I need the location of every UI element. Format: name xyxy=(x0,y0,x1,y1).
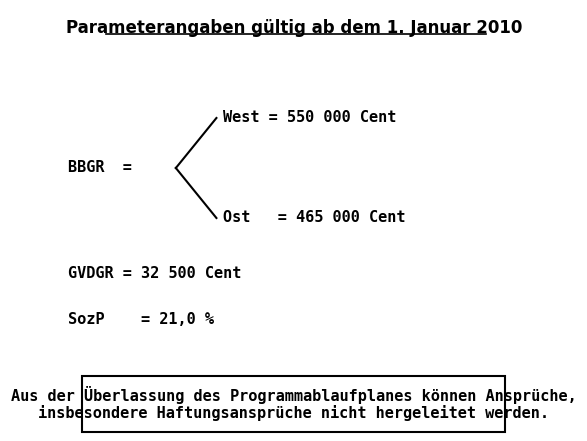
Text: SozP    = 21,0 %: SozP = 21,0 % xyxy=(68,313,214,328)
Bar xyxy=(82,376,505,432)
Text: BBGR  =: BBGR = xyxy=(68,161,132,176)
Text: insbesondere Haftungsansprüche nicht hergeleitet werden.: insbesondere Haftungsansprüche nicht her… xyxy=(38,405,549,421)
Text: West = 550 000 Cent: West = 550 000 Cent xyxy=(223,111,396,126)
Text: GVDGR = 32 500 Cent: GVDGR = 32 500 Cent xyxy=(68,265,241,280)
Text: Aus der Überlassung des Programmablaufplanes können Ansprüche,: Aus der Überlassung des Programmablaufpl… xyxy=(11,386,576,404)
Text: Ost   = 465 000 Cent: Ost = 465 000 Cent xyxy=(223,210,406,225)
Text: Parameterangaben gültig ab dem 1. Januar 2010: Parameterangaben gültig ab dem 1. Januar… xyxy=(66,19,522,37)
